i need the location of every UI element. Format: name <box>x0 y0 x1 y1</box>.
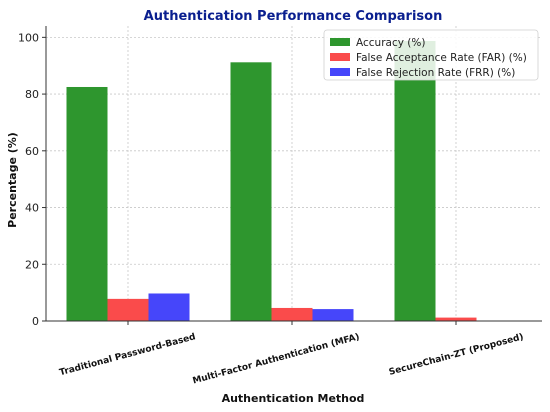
bar <box>312 309 354 321</box>
y-ticks: 0 20 40 60 80 100 <box>18 31 46 328</box>
x-axis-label: Authentication Method <box>222 392 365 405</box>
y-tick-label: 60 <box>25 145 39 158</box>
y-tick-label: 0 <box>32 315 39 328</box>
bar <box>271 307 313 321</box>
legend-label: False Acceptance Rate (FAR) (%) <box>356 52 527 64</box>
legend-label: Accuracy (%) <box>356 37 425 49</box>
x-tick-label: SecureChain-ZT (Proposed) <box>388 332 525 378</box>
legend-swatch <box>330 68 350 76</box>
bars <box>66 41 518 322</box>
y-tick-label: 100 <box>18 31 39 44</box>
y-axis-label: Percentage (%) <box>6 132 19 228</box>
legend: Accuracy (%) False Acceptance Rate (FAR) … <box>323 29 539 81</box>
y-tick-label: 40 <box>25 202 39 215</box>
legend-label: False Rejection Rate (FRR) (%) <box>356 67 515 79</box>
legend-frame <box>323 29 539 81</box>
bar <box>148 293 190 321</box>
chart-title: Authentication Performance Comparison <box>144 9 443 24</box>
bar <box>230 62 272 322</box>
legend-swatch <box>330 53 350 61</box>
y-tick-label: 20 <box>25 258 39 271</box>
bar <box>435 317 477 321</box>
axes <box>45 26 542 322</box>
legend-swatch <box>330 38 350 46</box>
bar <box>107 298 149 321</box>
bar <box>66 86 108 321</box>
x-tick-label: Multi-Factor Authentication (MFA) <box>192 332 361 386</box>
bar <box>394 41 436 321</box>
y-tick-label: 80 <box>25 88 39 101</box>
x-tick-label: Traditional Password-Based <box>58 332 196 378</box>
